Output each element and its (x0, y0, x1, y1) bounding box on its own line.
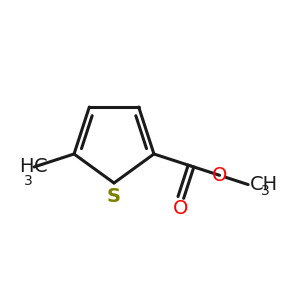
Text: O: O (173, 199, 188, 218)
Text: O: O (212, 166, 227, 185)
Text: 3: 3 (261, 184, 270, 198)
Text: S: S (107, 187, 121, 206)
Text: H: H (20, 158, 34, 176)
Text: 3: 3 (24, 175, 33, 188)
Text: C: C (34, 158, 48, 176)
Text: CH: CH (250, 175, 278, 194)
